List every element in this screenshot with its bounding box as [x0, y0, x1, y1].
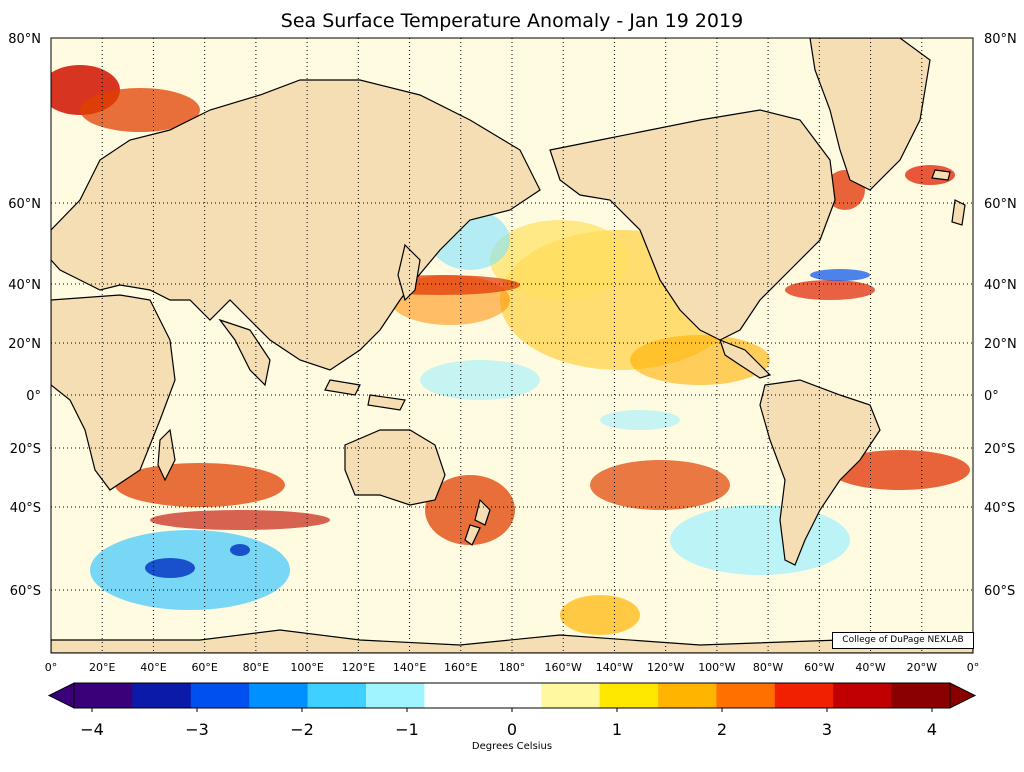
lon-labels: 0° 20°E 40°E 60°E 80°E 100°E 120°E 140°E 160°E 18… [45, 661, 980, 674]
lat-labels-left: 80°N 60°N 40°N 20°N 0° 20°S 40°S 60°S [8, 32, 41, 599]
lat-labels-right: 80°N 60°N 40°N 20°N 0° 20°S 40°S 60°S [984, 32, 1017, 599]
colorbar-min-arrow [47, 682, 75, 709]
lat-label: 20°S [984, 442, 1015, 457]
map-frame [50, 37, 974, 654]
lon-label: 60°E [191, 661, 217, 674]
map-title: Sea Surface Temperature Anomaly - Jan 19… [280, 10, 744, 32]
colorbar-segment [658, 683, 717, 708]
lat-label: 40°S [984, 501, 1015, 516]
colorbar-tick-label: 3 [822, 720, 832, 739]
lat-label: 40°N [8, 278, 41, 293]
colorbar-tick-label: −3 [185, 720, 209, 739]
colorbar-tick-label: −1 [395, 720, 419, 739]
graticule [51, 38, 973, 653]
colorbar-segment [774, 683, 834, 708]
lon-label: 160°E [444, 661, 477, 674]
lon-label: 40°W [855, 661, 885, 674]
land-masses [51, 38, 973, 653]
colorbar [47, 682, 977, 709]
colorbar-segment [833, 683, 893, 708]
lon-label: 120°E [342, 661, 375, 674]
colorbar-segment [541, 683, 601, 708]
colorbar-ticks: −4 −3 −2 −1 0 1 2 3 4 [80, 708, 937, 739]
lat-label: 60°S [10, 584, 41, 599]
colorbar-segment [891, 683, 951, 708]
colorbar-segment [74, 683, 133, 708]
lon-label: 100°E [290, 661, 323, 674]
colorbar-segment [482, 683, 542, 708]
credit-box: College of DuPage NEXLAB [832, 632, 974, 649]
lat-label: 20°N [984, 337, 1017, 352]
colorbar-tick-label: 2 [717, 720, 727, 739]
lat-label: 20°S [10, 442, 41, 457]
colorbar-tick-label: 0 [507, 720, 517, 739]
lon-label: 60°W [804, 661, 834, 674]
colorbar-segment [307, 683, 367, 708]
lon-label: 0° [45, 661, 58, 674]
colorbar-segment [249, 683, 309, 708]
lon-label: 160°W [545, 661, 582, 674]
lat-label: 60°S [984, 584, 1015, 599]
colorbar-tick-label: −2 [290, 720, 314, 739]
lon-label: 80°W [753, 661, 783, 674]
lat-label: 40°N [984, 278, 1017, 293]
lon-label: 0° [967, 661, 980, 674]
colorbar-tick-label: 4 [927, 720, 937, 739]
lon-label: 80°E [243, 661, 269, 674]
colorbar-segment [424, 683, 484, 708]
colorbar-tick-label: −4 [80, 720, 104, 739]
colorbar-tick-label: 1 [612, 720, 622, 739]
lat-label: 20°N [8, 337, 41, 352]
lon-label: 40°E [140, 661, 166, 674]
lon-label: 100°W [698, 661, 735, 674]
colorbar-segment [366, 683, 425, 708]
colorbar-segment [599, 683, 659, 708]
colorbar-label: Degrees Celsius [471, 741, 553, 752]
colorbar-max-arrow [949, 682, 977, 709]
lon-label: 180° [499, 661, 526, 674]
lon-label: 20°W [907, 661, 937, 674]
colorbar-segment [190, 683, 250, 708]
lat-label: 80°N [984, 32, 1017, 47]
lon-label: 120°W [647, 661, 684, 674]
lat-label: 0° [984, 389, 999, 404]
colorbar-segment [132, 683, 192, 708]
lat-label: 40°S [10, 501, 41, 516]
lat-label: 80°N [8, 32, 41, 47]
lat-label: 0° [26, 389, 41, 404]
lon-label: 20°E [89, 661, 115, 674]
colorbar-segment [716, 683, 776, 708]
lat-label: 60°N [984, 197, 1017, 212]
lon-label: 140°W [596, 661, 633, 674]
lon-label: 140°E [393, 661, 426, 674]
lat-label: 60°N [8, 197, 41, 212]
